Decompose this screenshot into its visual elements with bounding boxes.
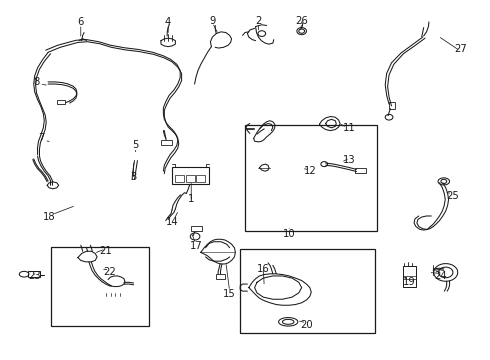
Bar	[57, 100, 65, 104]
Text: 16: 16	[257, 264, 270, 274]
Text: 14: 14	[166, 217, 178, 227]
Text: 7: 7	[38, 133, 44, 143]
Bar	[196, 175, 205, 182]
Text: 2: 2	[255, 16, 262, 26]
Bar	[216, 274, 225, 279]
Bar	[389, 102, 395, 109]
Bar	[355, 168, 366, 173]
Text: 22: 22	[103, 267, 116, 278]
Bar	[172, 167, 209, 184]
Bar	[186, 175, 195, 182]
Bar	[161, 140, 171, 145]
Bar	[175, 175, 184, 182]
Text: 3: 3	[130, 172, 137, 182]
Text: 15: 15	[223, 289, 236, 298]
Text: 11: 11	[343, 123, 356, 133]
Bar	[28, 271, 40, 277]
Text: 9: 9	[209, 15, 216, 26]
Text: 1: 1	[188, 194, 195, 204]
Text: 26: 26	[295, 15, 308, 26]
Text: 6: 6	[77, 17, 84, 27]
Text: 24: 24	[435, 271, 447, 281]
Bar	[402, 266, 416, 287]
Text: 8: 8	[33, 77, 39, 87]
Bar	[240, 249, 375, 333]
Text: 10: 10	[283, 229, 295, 239]
Text: 12: 12	[304, 166, 317, 176]
Text: 13: 13	[343, 154, 356, 165]
Bar	[191, 226, 202, 231]
Text: 4: 4	[165, 17, 172, 27]
Text: 25: 25	[446, 191, 459, 201]
Bar	[50, 247, 149, 327]
Text: 20: 20	[300, 320, 313, 330]
Text: 23: 23	[28, 271, 41, 281]
Text: 21: 21	[99, 246, 112, 256]
Text: 17: 17	[190, 241, 202, 251]
Bar	[245, 125, 377, 231]
Text: 19: 19	[403, 276, 416, 287]
Text: 27: 27	[454, 44, 466, 54]
Text: 18: 18	[43, 212, 55, 222]
Text: 5: 5	[132, 140, 139, 150]
